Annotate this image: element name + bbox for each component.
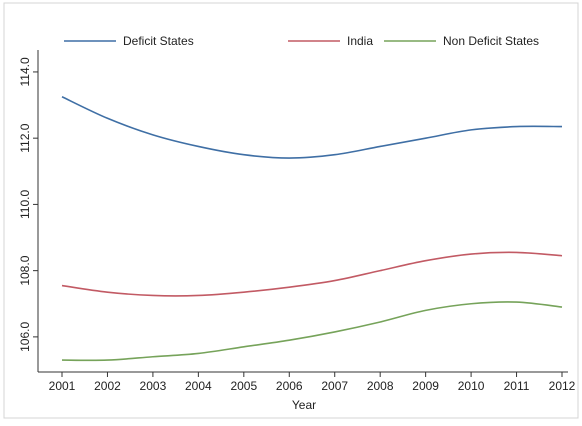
legend-label-1: Deficit States — [123, 34, 194, 48]
x-tick-label: 2001 — [49, 379, 76, 393]
x-axis-title: Year — [292, 398, 316, 412]
x-tick-label: 2009 — [412, 379, 439, 393]
x-tick-label: 2010 — [458, 379, 485, 393]
series-line-2 — [61, 251, 563, 297]
x-tick-label: 2004 — [185, 379, 212, 393]
series-line-1 — [61, 96, 563, 159]
y-tick-label: 108.0 — [18, 255, 32, 285]
legend-label-2: India — [347, 34, 373, 48]
legend: Deficit States India Non Deficit States — [64, 34, 539, 48]
x-tick-label: 2005 — [230, 379, 257, 393]
y-tick-label: 106.0 — [18, 322, 32, 352]
figure-border — [3, 2, 579, 419]
series-layer — [61, 96, 563, 362]
y-tick-label: 112.0 — [18, 123, 32, 152]
x-tick-label: 2006 — [276, 379, 303, 393]
x-tick-label: 2008 — [367, 379, 394, 393]
series-line-3 — [61, 301, 563, 362]
y-tick-label: 114.0 — [18, 57, 32, 86]
y-tick-label: 110.0 — [18, 190, 32, 219]
x-tick-label: 2002 — [94, 379, 121, 393]
plot-area — [37, 50, 568, 373]
x-tick-label: 2007 — [321, 379, 348, 393]
x-axis: 2001 2002 2003 2004 2005 2006 2007 2008 2009 2010… — [49, 372, 576, 393]
x-tick-label: 2003 — [140, 379, 167, 393]
legend-label-3: Non Deficit States — [443, 34, 539, 48]
x-tick-label: 2011 — [504, 379, 530, 393]
x-tick-label: 2012 — [549, 379, 576, 393]
y-axis: 106.0 108.0 110.0 112.0 114.0 — [18, 57, 38, 352]
